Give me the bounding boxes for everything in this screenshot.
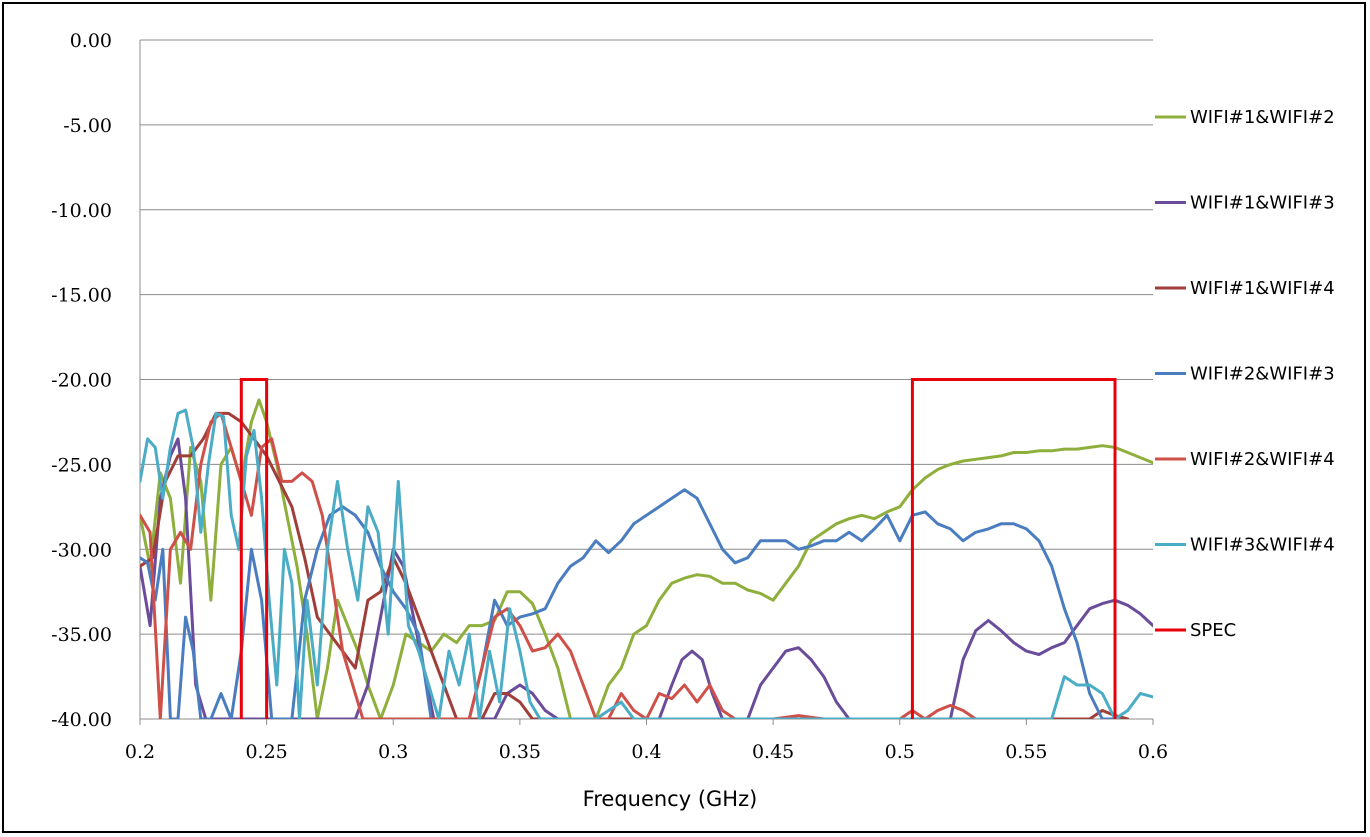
series-line-wifi-2-wifi-3 xyxy=(140,488,1117,719)
x-tick-label: 0.25 xyxy=(245,741,287,763)
y-tick-label: -20.00 xyxy=(51,370,112,392)
legend-label: WIFI#1&WIFI#3 xyxy=(1190,193,1335,214)
x-tick-label: 0.35 xyxy=(499,741,541,763)
x-tick-label: 0.3 xyxy=(378,741,408,763)
legend-item: WIFI#2&WIFI#3 xyxy=(1155,364,1335,385)
legend-label: WIFI#1&WIFI#2 xyxy=(1190,107,1335,128)
y-axis: 0.00 -5.00 -10.00 -15.00 -20.00 -25.00 -30.00 -… xyxy=(51,30,141,731)
legend-item: WIFI#3&WIFI#4 xyxy=(1155,535,1335,556)
x-axis: 0.2 0.25 0.3 0.35 0.4 0.45 0.5 0.55 0.6 xyxy=(125,718,1168,763)
legend-label: WIFI#1&WIFI#4 xyxy=(1190,278,1335,299)
legend-item: WIFI#1&WIFI#2 xyxy=(1155,107,1335,128)
legend-item: WIFI#2&WIFI#4 xyxy=(1155,449,1335,470)
y-tick-label: 0.00 xyxy=(70,30,112,52)
legend-item: WIFI#1&WIFI#3 xyxy=(1155,193,1335,214)
x-tick-label: 0.5 xyxy=(885,741,915,763)
legend-item: WIFI#1&WIFI#4 xyxy=(1155,278,1335,299)
plot-area xyxy=(140,398,1153,719)
series-line-wifi-1-wifi-3 xyxy=(140,437,1153,719)
y-tick-label: -15.00 xyxy=(51,285,112,307)
y-tick-label: -25.00 xyxy=(51,454,112,476)
legend: WIFI#1&WIFI#2 WIFI#1&WIFI#3 WIFI#1&WIFI#4 W… xyxy=(1155,107,1335,641)
x-tick-label: 0.2 xyxy=(125,741,155,763)
legend-label: WIFI#2&WIFI#4 xyxy=(1190,449,1335,470)
x-tick-label: 0.45 xyxy=(752,741,794,763)
spec-box-1 xyxy=(239,378,269,719)
y-tick-label: -35.00 xyxy=(51,624,112,646)
spec-boxes xyxy=(239,378,1117,719)
y-tick-label: -5.00 xyxy=(63,115,112,137)
legend-label: SPEC xyxy=(1190,620,1236,641)
legend-label: WIFI#3&WIFI#4 xyxy=(1190,535,1335,556)
legend-label: WIFI#2&WIFI#3 xyxy=(1190,364,1335,385)
y-tick-label: -40.00 xyxy=(51,709,112,731)
legend-item: SPEC xyxy=(1155,620,1236,641)
x-tick-label: 0.55 xyxy=(1005,741,1047,763)
series-line-wifi-3-wifi-4 xyxy=(140,408,1153,719)
series-line-wifi-1-wifi-2 xyxy=(140,398,1153,719)
gridlines xyxy=(140,39,1153,635)
spec-box-2 xyxy=(910,378,1117,719)
x-tick-label: 0.6 xyxy=(1138,741,1168,763)
y-tick-label: -30.00 xyxy=(51,539,112,561)
y-tick-label: -10.00 xyxy=(51,200,112,222)
x-axis-title: Frequency (GHz) xyxy=(583,787,758,811)
x-tick-label: 0.4 xyxy=(631,741,661,763)
